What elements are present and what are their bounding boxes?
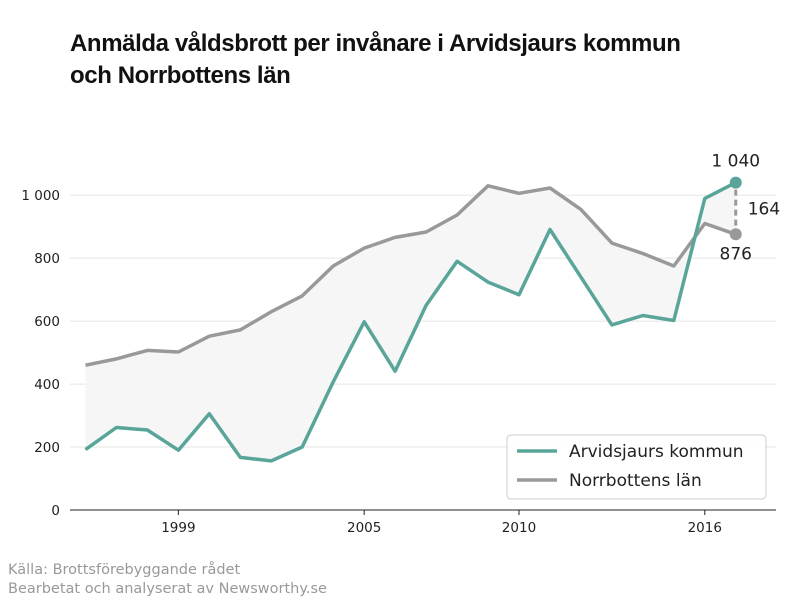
legend-label-arvidsjaurs-kommun: Arvidsjaurs kommun — [569, 442, 744, 462]
y-tick-label: 800 — [34, 251, 60, 267]
credit-line: Bearbetat och analyserat av Newsworthy.s… — [8, 581, 327, 597]
x-axis-ticks: 1999 2005 2010 2016 — [161, 510, 722, 536]
series-line-arvidsjaurs-kommun — [84, 181, 737, 463]
y-axis-ticks: 0 200 400 600 800 1 000 — [21, 188, 60, 519]
x-tick-label: 2005 — [347, 520, 381, 536]
difference-label: 164 — [748, 199, 780, 219]
x-tick-label: 2016 — [688, 520, 722, 536]
last-point-arvidsjaurs-kommun — [729, 176, 742, 189]
y-tick-label: 0 — [51, 503, 60, 519]
last-value-label-norrbottens-lan: 876 — [720, 244, 752, 264]
source-note: Källa: Brottsförebyggande rådet Bearbeta… — [8, 561, 327, 599]
legend: Arvidsjaurs kommun Norrbottens län — [506, 434, 767, 500]
y-tick-label: 200 — [34, 440, 60, 456]
last-value-label-arvidsjaurs-kommun: 1 040 — [711, 152, 760, 172]
chart-title: Anmälda våldsbrott per invånare i Arvids… — [70, 30, 681, 89]
legend-label-norrbottens-lan: Norrbottens län — [569, 471, 702, 491]
source-line: Källa: Brottsförebyggande rådet — [8, 562, 241, 578]
gap-area — [85, 182, 736, 461]
x-tick-label: 1999 — [161, 520, 195, 536]
series-line-norrbottens-lan — [85, 184, 737, 367]
y-tick-label: 600 — [34, 314, 60, 330]
y-tick-label: 1 000 — [21, 188, 60, 204]
x-tick-label: 2010 — [502, 520, 536, 536]
last-point-norrbottens-lan — [729, 228, 742, 241]
y-tick-label: 400 — [34, 377, 60, 393]
